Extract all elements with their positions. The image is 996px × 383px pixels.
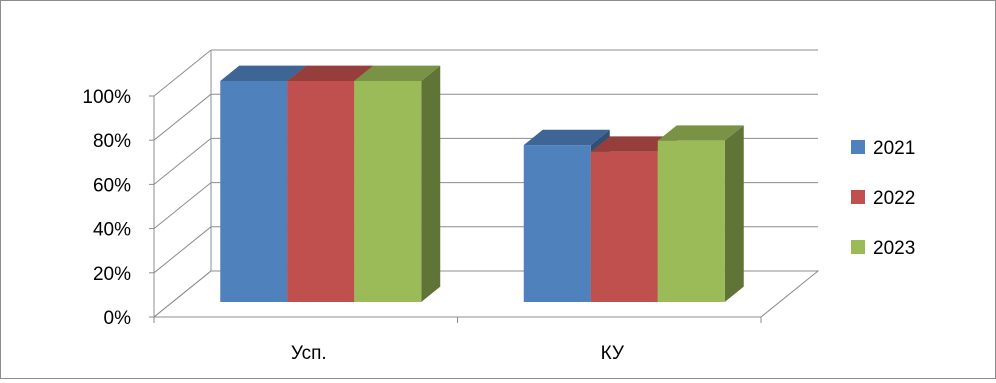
bar-top-face [590,136,677,152]
y-tick-label: 60% [93,175,131,196]
bar-top-face [287,65,374,81]
gridline-side [153,182,212,229]
legend-label: 2023 [873,238,915,259]
bar-top-face [220,65,307,81]
gridline-side [153,93,212,141]
category-label: Усп. [291,343,327,364]
legend-item-2023: 2023 [851,238,915,259]
gridline-side [153,226,212,274]
bar-2023-0 [354,65,441,303]
legend-label: 2022 [873,188,915,209]
bar-side-face [724,125,744,302]
legend: 2021 2022 2023 [851,138,915,259]
y-tick-labels: 0% 20% 40% 60% 80% 100% [82,87,131,329]
bar-front-face [523,145,591,302]
bar-front-face [220,81,288,302]
bar-front-face [287,81,355,302]
legend-swatch [851,240,865,254]
y-tick-label: 20% [93,264,131,285]
legend-item-2022: 2022 [851,188,915,209]
legend-swatch [851,140,865,154]
category-labels: Усп. КУ [291,343,625,364]
y-tick-label: 0% [104,308,132,329]
bar-top-face [523,129,610,146]
bar-top-face [657,125,744,141]
bar-top-face [354,65,441,81]
bar-2023-1 [657,125,744,302]
gridline-side [153,270,212,318]
legend-item-2021: 2021 [851,138,915,159]
axes [149,50,762,323]
y-tick-label: 100% [82,87,131,108]
gridline-side [153,49,212,97]
bar-front-face [354,81,422,302]
category-label: КУ [601,343,625,364]
legend-swatch [851,190,865,204]
bar-front-face [657,140,725,302]
bars-group [220,65,744,303]
gridline-side [153,138,212,185]
legend-label: 2021 [873,138,915,159]
bar-side-face [421,65,441,303]
y-tick-label: 40% [93,220,131,241]
bar-front-face [590,151,658,302]
y-tick-label: 80% [93,131,131,152]
